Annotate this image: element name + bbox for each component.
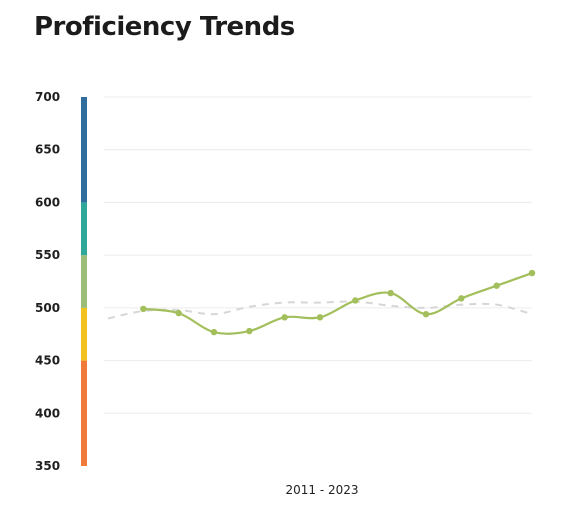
y-tick-label: 450 [35, 354, 60, 368]
y-tick-label: 400 [35, 406, 60, 420]
data-point-2017 [316, 314, 324, 321]
y-tick-label: 700 [35, 90, 60, 104]
data-point-2016 [281, 314, 288, 321]
band-500-550 [81, 255, 87, 308]
data-point-2015 [246, 327, 253, 335]
data-point-2018 [352, 297, 359, 304]
y-tick-label: 350 [35, 459, 60, 473]
band-450-500 [81, 307, 87, 361]
data-point-2014 [210, 328, 218, 336]
score-band-bar [81, 97, 87, 466]
data-point-2013 [175, 309, 182, 317]
band-350-450 [81, 360, 87, 466]
band-550-600 [81, 202, 87, 256]
series-layer [107, 269, 536, 336]
data-point-2023 [528, 269, 536, 277]
y-tick-label: 600 [35, 195, 60, 209]
band-600-700 [81, 97, 87, 203]
data-point-2021 [458, 295, 465, 302]
grid-lines [104, 96, 532, 414]
y-tick-label: 650 [35, 143, 60, 157]
chart-title: Proficiency Trends [34, 12, 295, 42]
data-point-2022 [493, 282, 500, 289]
data-point-2019 [387, 289, 394, 297]
y-tick-label: 550 [35, 248, 60, 262]
y-tick-label: 500 [35, 301, 60, 315]
x-axis-label: 2011 - 2023 [285, 483, 358, 497]
data-point-2012 [140, 305, 147, 313]
y-axis-ticks: 700 650 600 550 500 450 400 350 [35, 90, 60, 473]
data-point-2020 [422, 310, 430, 318]
